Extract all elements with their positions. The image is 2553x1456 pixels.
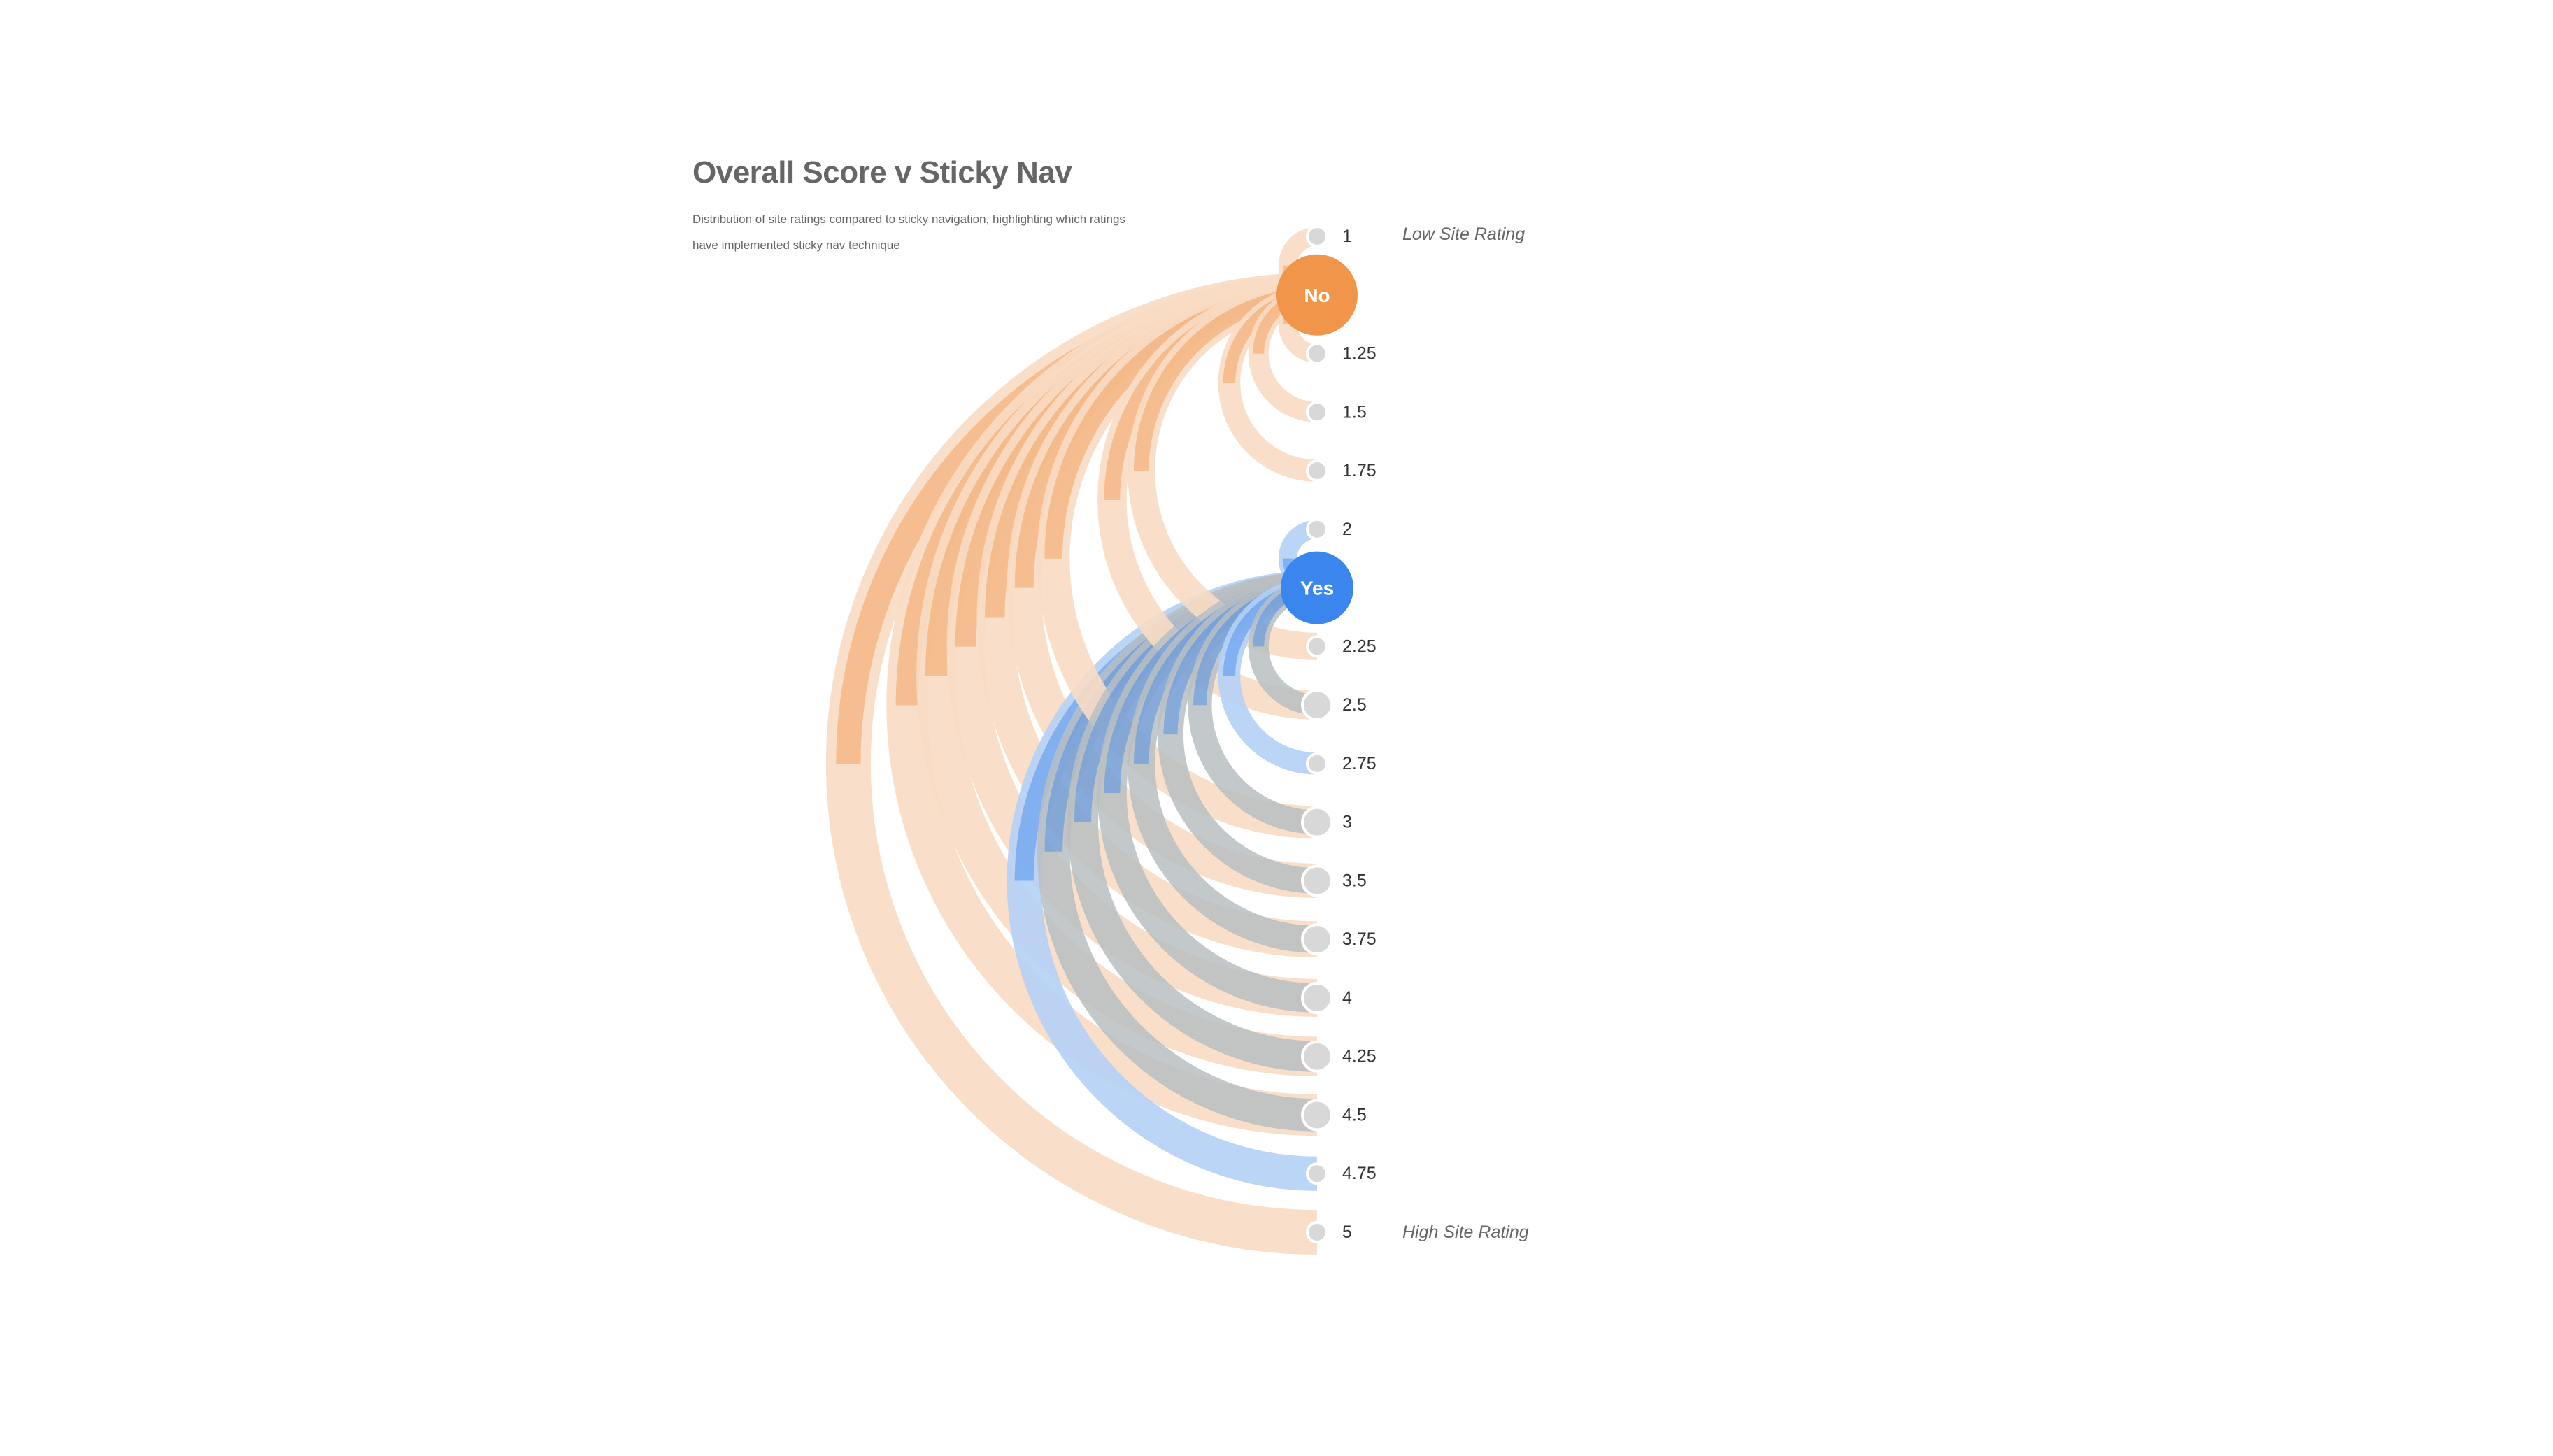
rating-node-4-75 [1306, 1162, 1328, 1185]
rating-node-3 [1301, 806, 1333, 838]
rating-node-3-75 [1301, 923, 1333, 956]
chart-subtitle: Distribution of site ratings compared to… [692, 213, 1125, 252]
rating-node-5 [1306, 1221, 1328, 1243]
hub-label-yes: Yes [1300, 578, 1334, 599]
low-rating-label: Low Site Rating [1402, 224, 1525, 244]
rating-node-2-25 [1306, 635, 1328, 658]
rating-node-4-25 [1301, 1040, 1333, 1073]
rating-label-5: 5 [1342, 1222, 1352, 1242]
hub-label-no: No [1304, 285, 1330, 306]
rating-node-4 [1301, 981, 1333, 1014]
rating-label-3: 3 [1342, 813, 1352, 832]
rating-node-4-5 [1301, 1099, 1333, 1132]
link-core-no-to-2-25 [1133, 287, 1318, 655]
links-layer [826, 236, 1318, 1255]
rating-label-1-5: 1.5 [1342, 402, 1367, 422]
rating-label-3-75: 3.75 [1342, 929, 1377, 949]
rating-label-2-25: 2.25 [1342, 636, 1377, 656]
chart-title: Overall Score v Sticky Nav [692, 155, 1072, 190]
rating-node-1 [1306, 225, 1328, 248]
rating-label-4: 4 [1342, 988, 1352, 1008]
rating-node-3-5 [1301, 864, 1333, 897]
hub-node-no [1276, 254, 1358, 336]
rating-label-2-5: 2.5 [1342, 695, 1367, 715]
rating-label-4-5: 4.5 [1342, 1105, 1367, 1125]
rating-label-1-75: 1.75 [1342, 461, 1377, 480]
rating-label-4-75: 4.75 [1342, 1164, 1377, 1183]
rating-label-3-5: 3.5 [1342, 871, 1367, 890]
rating-label-4-25: 4.25 [1342, 1047, 1377, 1066]
rating-label-1: 1 [1342, 227, 1352, 246]
rating-node-2-75 [1306, 752, 1328, 775]
rating-label-1-25: 1.25 [1342, 344, 1377, 364]
rating-node-2-5 [1301, 689, 1333, 722]
rating-node-1-5 [1306, 401, 1328, 424]
rating-node-2 [1306, 518, 1328, 541]
high-rating-label: High Site Rating [1402, 1222, 1529, 1242]
hub-node-yes [1281, 551, 1353, 624]
rating-label-2: 2 [1342, 520, 1352, 539]
rating-label-2-75: 2.75 [1342, 754, 1377, 773]
rating-node-1-25 [1306, 342, 1328, 365]
rating-node-1-75 [1306, 459, 1328, 483]
nodes-layer [1276, 225, 1358, 1243]
labels-layer: 1 No 1.25 1.5 1.75 2 Yes 2.25 2.5 2.75 3 3.5 3.75 4 4.… [1300, 227, 1377, 1242]
